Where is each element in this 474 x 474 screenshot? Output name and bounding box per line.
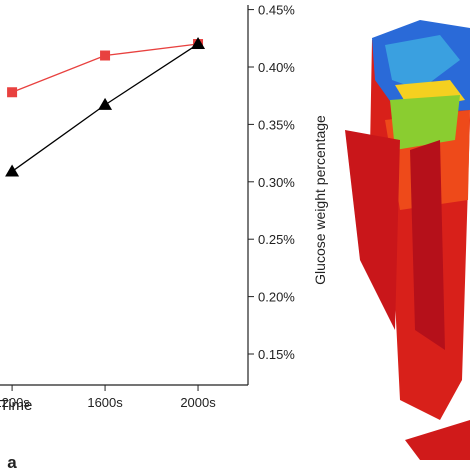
y-tick-label: 0.35% bbox=[258, 117, 295, 132]
marker bbox=[7, 87, 18, 98]
x-tick-label: 2000s bbox=[180, 395, 216, 410]
y-tick-label: 0.40% bbox=[258, 60, 295, 75]
marker bbox=[98, 97, 113, 110]
marker bbox=[100, 50, 111, 61]
y-axis-label: Glucose weight percentage bbox=[312, 115, 328, 285]
y-tick-label: 0.25% bbox=[258, 232, 295, 247]
marker bbox=[191, 37, 206, 50]
y-tick-label: 0.45% bbox=[258, 3, 295, 18]
y-tick-label: 0.20% bbox=[258, 290, 295, 305]
x-tick-label: 1600s bbox=[87, 395, 123, 410]
panel-label: a bbox=[7, 453, 17, 472]
y-tick-label: 0.15% bbox=[258, 347, 295, 362]
marker bbox=[5, 164, 20, 177]
y-tick-label: 0.30% bbox=[258, 175, 295, 190]
render-3d bbox=[345, 20, 470, 460]
x-tick-label: 1200s bbox=[0, 395, 30, 410]
x-axis-label: Time bbox=[0, 397, 32, 414]
